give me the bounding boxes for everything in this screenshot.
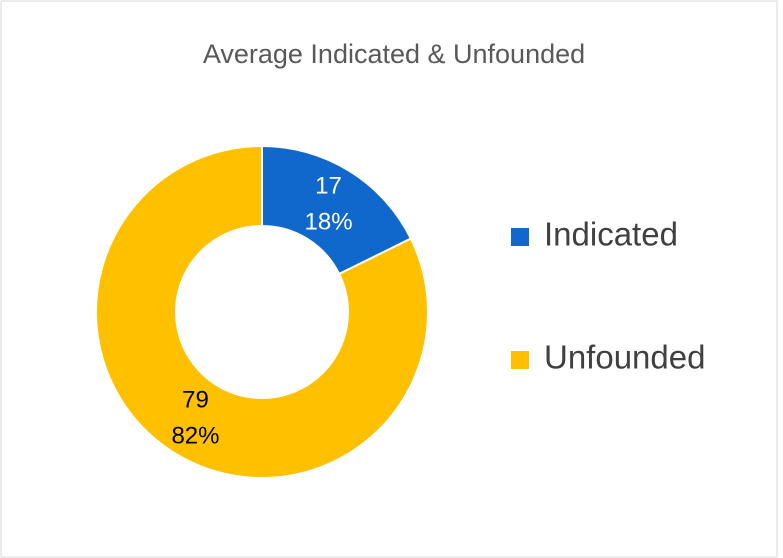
legend-swatch	[511, 351, 529, 369]
donut-slice	[95, 144, 429, 479]
chart-title: Average Indicated & Unfounded	[203, 39, 585, 69]
legend-label: Indicated	[544, 216, 678, 253]
legend-swatch	[511, 228, 529, 246]
data-label: 17	[315, 172, 342, 199]
percent-label: 82%	[171, 422, 219, 449]
data-label: 79	[182, 386, 209, 413]
donut-slice	[261, 144, 413, 276]
legend-label: Unfounded	[544, 339, 705, 376]
percent-label: 18%	[305, 208, 353, 235]
